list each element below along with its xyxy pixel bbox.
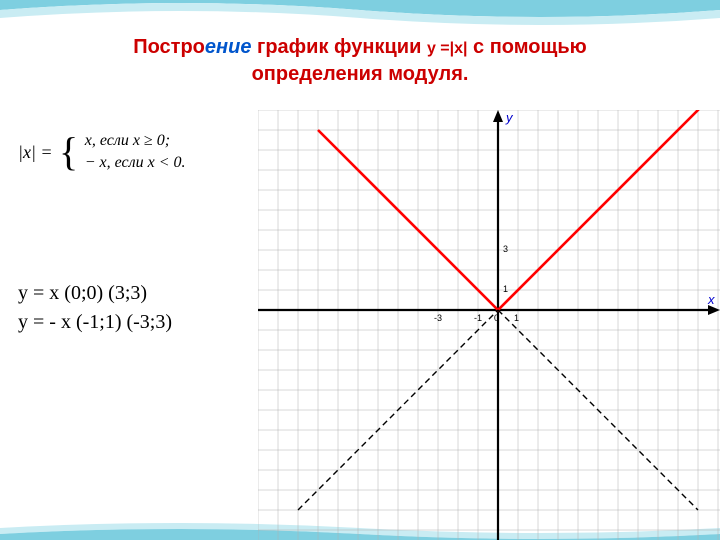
eq-line2: y = - x (-1;1) (-3;3) [18, 311, 172, 334]
wave-top [0, 0, 720, 28]
x-tick: -1 [474, 313, 482, 323]
title-part2: ение [205, 36, 252, 58]
y-tick: 3 [503, 244, 508, 254]
x-tick: 0 [494, 313, 499, 323]
y-axis-label: y [506, 110, 513, 125]
title-part5: с помощью [467, 36, 586, 58]
title-part1: Постро [133, 36, 205, 58]
page-title: Построение график функции y =|x| с помощ… [50, 34, 670, 88]
title-part4: y =|x| [427, 40, 468, 57]
title-part3: график функции [251, 36, 426, 58]
formula-lhs: |x| [18, 142, 36, 163]
title-line2: определения модуля. [252, 63, 469, 85]
formula-case2: − x, если x < 0. [85, 152, 186, 174]
formula-eq: = [40, 142, 52, 163]
y-tick: 1 [503, 284, 508, 294]
formula-case1: x, если x ≥ 0; [85, 130, 186, 152]
eq-line1: y = x (0;0) (3;3) [18, 282, 172, 305]
piecewise-formula: |x| = { x, если x ≥ 0; − x, если x < 0. [18, 130, 186, 175]
brace-icon: { [59, 132, 78, 172]
point-equations: y = x (0;0) (3;3) y = - x (-1;1) (-3;3) [18, 282, 172, 340]
abs-chart: y x -3 -1 0 1 1 3 [258, 110, 720, 540]
x-tick: 1 [514, 313, 519, 323]
x-tick: -3 [434, 313, 442, 323]
x-axis-label: x [708, 292, 715, 307]
